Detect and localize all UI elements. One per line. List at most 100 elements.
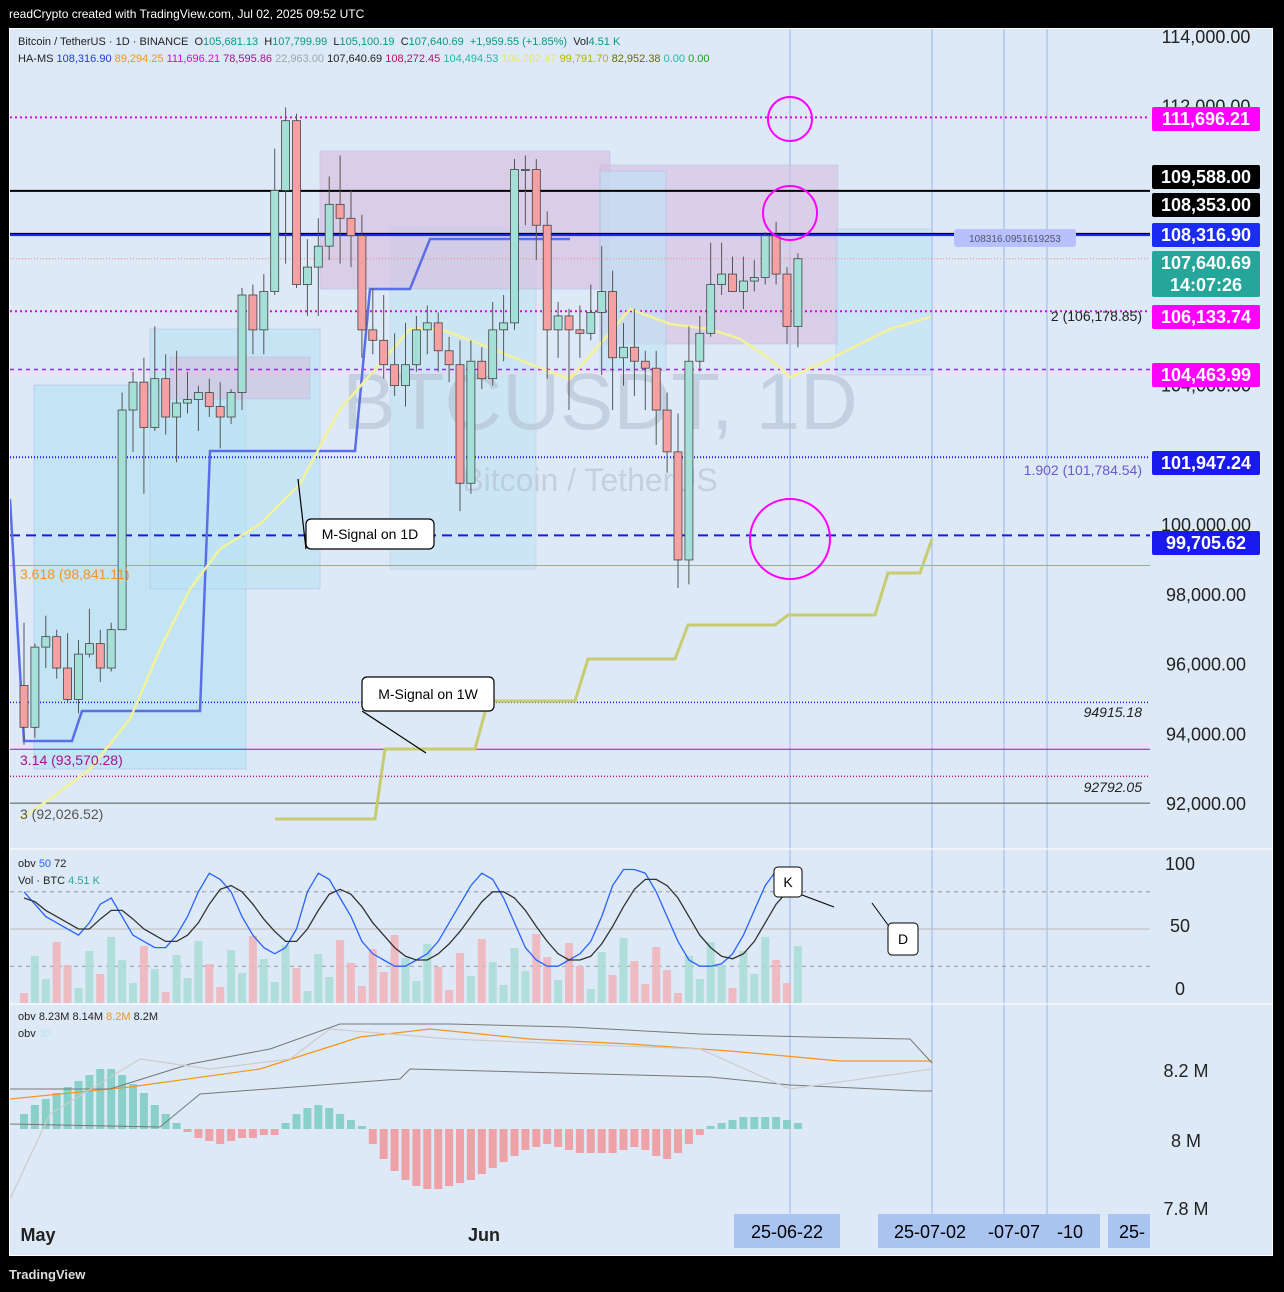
- vol-legend-name: Vol · BTC: [18, 875, 66, 887]
- candle-body: [608, 291, 617, 359]
- price-badge: [1152, 273, 1260, 297]
- candle-body: [553, 315, 563, 331]
- volume-bar: [423, 944, 432, 1003]
- legend-change: +1,959.55 (+1.85%): [469, 36, 568, 48]
- candle-body: [782, 273, 792, 327]
- obv-axis-tick: 8.2 M: [1163, 1061, 1208, 1081]
- obv-histogram-bar: [761, 1117, 770, 1129]
- obv-histogram-bar: [532, 1129, 541, 1147]
- candle-body: [368, 329, 378, 341]
- legend-hams-value: 111,696.21: [163, 53, 221, 65]
- candle-body: [728, 273, 737, 292]
- candle-body: [640, 360, 650, 369]
- candle-body: [215, 406, 225, 418]
- candle-body: [499, 322, 509, 331]
- volume-bar: [401, 958, 410, 1003]
- obv-histogram-bar: [717, 1123, 726, 1129]
- volume-bar: [695, 979, 704, 1003]
- candle-body: [19, 685, 29, 728]
- k-label: K: [783, 874, 793, 890]
- volume-bar: [118, 960, 127, 1003]
- candle-body: [477, 360, 487, 380]
- obv-histogram-bar: [259, 1129, 268, 1135]
- obv-line: [10, 1028, 933, 1200]
- candle-body: [281, 120, 291, 191]
- time-badge-0702: 25-07-02: [894, 1222, 966, 1242]
- chart-header: readCrypto created with TradingView.com,…: [0, 0, 1284, 28]
- obv-histogram-bar: [434, 1129, 443, 1189]
- legend-vol-label: Vol: [573, 36, 589, 48]
- volume-bar: [488, 962, 497, 1003]
- candle-body: [161, 378, 171, 418]
- candle-body: [106, 629, 116, 669]
- legend-hams-name: HA-MS: [18, 53, 54, 65]
- legend-symbol-line: Bitcoin / TetherUS · 1D · BINANCE O105,6…: [18, 36, 620, 48]
- watermark-symbol: BTCUSDT, 1D: [342, 357, 858, 446]
- volume-bar: [270, 982, 279, 1003]
- legend-hams-value: 82,952.38: [608, 53, 661, 65]
- obv-histogram-bar: [172, 1123, 181, 1129]
- volume-bar: [532, 934, 541, 1003]
- legend-hams-value: 22,963.00: [272, 53, 325, 65]
- obv-histogram-bar: [74, 1081, 83, 1129]
- obv-histogram-bar: [248, 1129, 257, 1138]
- volume-bar: [739, 951, 748, 1003]
- legend-hams-value: 89,294.25: [111, 53, 164, 65]
- volume-bar: [161, 992, 170, 1003]
- volume-bar: [586, 989, 595, 1003]
- k-pointer: [801, 894, 835, 908]
- obv-histogram-bar: [750, 1117, 759, 1129]
- legend-hams-value: 99,791.70: [556, 53, 609, 65]
- volume-bar: [652, 947, 661, 1003]
- legend-hams-value: 0.00: [685, 53, 710, 65]
- volume-bar: [630, 961, 639, 1003]
- obv-histogram-bar: [314, 1105, 323, 1129]
- candle-body: [379, 339, 389, 366]
- volume-bar: [390, 935, 399, 1003]
- obv-histogram-bar: [597, 1129, 606, 1153]
- volume-bar: [575, 966, 584, 1003]
- chart-frame[interactable]: BTCUSDT, 1D Bitcoin / TetherUS 2 (106,178.…: [9, 28, 1273, 1256]
- obv-histogram-bar: [96, 1069, 105, 1129]
- obv-histogram-bar: [423, 1129, 432, 1189]
- fib-2-label: 2 (106,178.85): [1051, 308, 1142, 324]
- legend-hams-value: 107,640.69: [324, 53, 383, 65]
- legend-close: 107,640.69: [408, 36, 464, 48]
- legend-c-label: C: [400, 36, 409, 48]
- candle-body: [292, 120, 301, 285]
- volume-bar: [499, 985, 508, 1003]
- candle-body: [488, 329, 498, 380]
- price-badge: [1152, 193, 1260, 217]
- obv-legend2-value: 30: [38, 1028, 52, 1040]
- legend-hams-value: 106,282.47: [498, 53, 557, 65]
- price-badge-text: 101,947.24: [1161, 453, 1251, 473]
- obv-histogram-bar: [674, 1129, 682, 1153]
- level-94915-label: 94915.18: [1084, 704, 1143, 720]
- obv-histogram-bar: [20, 1114, 28, 1129]
- candle-body: [433, 322, 443, 352]
- volume-bar: [52, 942, 61, 1003]
- candle-body: [63, 667, 72, 700]
- candle-body: [95, 643, 105, 669]
- volume-bar: [139, 946, 148, 1003]
- volume-bar: [194, 941, 203, 1003]
- callout-1d-text: M-Signal on 1D: [322, 526, 419, 542]
- obv-legend2-name: obv: [18, 1028, 36, 1040]
- obv-histogram-bar: [554, 1129, 563, 1147]
- time-badge-bg: [878, 1214, 1100, 1248]
- stoch-axis-tick: 50: [1170, 916, 1190, 936]
- stoch-k-line: [23, 868, 799, 967]
- obv-histogram-bar: [586, 1129, 595, 1153]
- obv-legend-value: 8.2M: [130, 1011, 159, 1023]
- obv-histogram-bar: [281, 1123, 290, 1129]
- candle-body: [270, 189, 280, 292]
- price-badge-text: 108,316.90: [1161, 225, 1251, 245]
- obv-histogram-bar: [379, 1129, 388, 1159]
- candle-body: [324, 203, 334, 247]
- legend-symbol: Bitcoin / TetherUS · 1D · BINANCE: [18, 36, 189, 48]
- time-badge-0707: -07-07: [988, 1222, 1040, 1242]
- vol-legend-value: 4.51 K: [68, 875, 100, 887]
- volume-bar: [63, 965, 72, 1003]
- volume-bar: [521, 971, 530, 1003]
